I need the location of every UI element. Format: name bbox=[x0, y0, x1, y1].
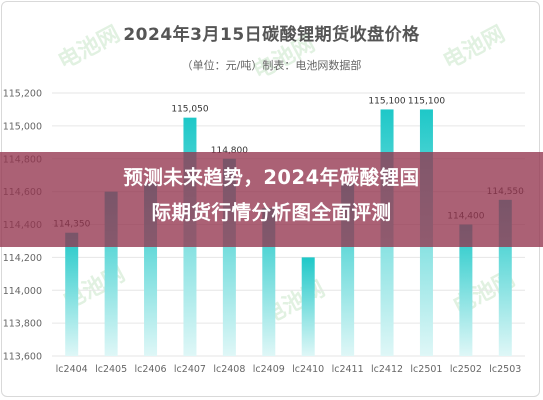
overlay-banner bbox=[0, 152, 543, 247]
x-tick-label: lc2404 bbox=[56, 364, 88, 375]
bar bbox=[459, 224, 473, 356]
chart-title: 2024年3月15日碳酸锂期货收盘价格 bbox=[123, 25, 420, 45]
x-tick-label: lc2407 bbox=[174, 364, 206, 375]
data-label: 115,050 bbox=[171, 105, 208, 115]
data-label: 115,100 bbox=[408, 96, 445, 106]
banner-line-2: 际期货行情分析图全面评测 bbox=[151, 201, 392, 224]
data-label: 115,100 bbox=[368, 96, 405, 106]
bar bbox=[301, 257, 315, 356]
y-tick-label: 113,600 bbox=[3, 352, 42, 363]
banner-line-1: 预测未来趋势，2024年碳酸锂国 bbox=[123, 166, 420, 189]
y-tick-label: 114,200 bbox=[3, 253, 42, 264]
x-tick-label: lc2411 bbox=[332, 364, 364, 375]
y-tick-label: 114,000 bbox=[3, 286, 42, 297]
x-tick-label: lc2408 bbox=[213, 364, 245, 375]
x-tick-label: lc2501 bbox=[410, 364, 442, 375]
x-tick-label: lc2409 bbox=[253, 364, 285, 375]
x-tick-label: lc2503 bbox=[489, 364, 521, 375]
data-label: 114,800 bbox=[211, 146, 248, 156]
x-tick-label: lc2410 bbox=[292, 364, 324, 375]
y-tick-label: 115,000 bbox=[3, 121, 42, 132]
y-tick-label: 115,200 bbox=[3, 89, 42, 100]
chart-subtitle: （单位：元/吨）制表：电池网数据部 bbox=[181, 59, 362, 72]
x-tick-label: lc2412 bbox=[371, 364, 403, 375]
x-tick-label: lc2502 bbox=[450, 364, 482, 375]
x-tick-label: lc2406 bbox=[135, 364, 167, 375]
x-tick-label: lc2405 bbox=[95, 364, 127, 375]
x-axis: lc2404 lc2405 lc2406 lc2407 lc2408 lc2409 lc24… bbox=[56, 364, 522, 375]
banner-text: 预测未来趋势，2024年碳酸锂国 际期货行情分析图全面评测 bbox=[30, 160, 513, 230]
bar bbox=[65, 232, 79, 356]
y-tick-label: 113,800 bbox=[3, 319, 42, 330]
